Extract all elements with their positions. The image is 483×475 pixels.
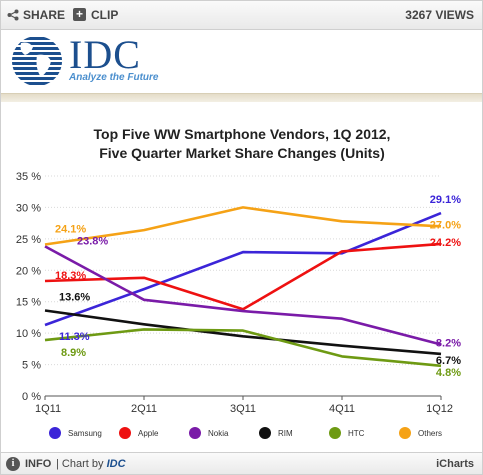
data-label-samsung-end: 29.1% <box>430 194 461 206</box>
footer-bar: i INFO | Chart by IDC iCharts <box>1 452 482 474</box>
legend-label-nokia[interactable]: Nokia <box>208 429 229 438</box>
x-axis: 1Q11 2Q11 3Q11 4Q11 1Q12 <box>35 395 453 415</box>
data-label-apple-end: 24.2% <box>430 237 461 249</box>
data-label-samsung-start: 11.3% <box>59 331 90 343</box>
chart-title: Top Five WW Smartphone Vendors, 1Q 2012, <box>94 126 391 142</box>
legend-label-apple[interactable]: Apple <box>138 429 159 438</box>
legend: Samsung Apple Nokia RIM HTC Others <box>49 427 442 439</box>
x-tick-label: 2Q11 <box>131 403 157 415</box>
clip-button[interactable]: CLIP <box>91 8 119 22</box>
idc-logo: IDC Analyze the Future <box>1 30 482 93</box>
data-label-others-end: 27.0% <box>430 219 461 231</box>
y-tick-label: 20 % <box>16 265 41 277</box>
series-line-others[interactable] <box>44 206 442 246</box>
logo-tagline: Analyze the Future <box>69 72 159 83</box>
share-icon[interactable] <box>7 9 19 21</box>
y-tick-label: 15 % <box>16 297 41 309</box>
data-label-htc-start: 8.9% <box>61 347 86 359</box>
data-label-nokia-start: 23.8% <box>77 235 108 247</box>
data-labels: 11.3% 29.1% 18.3% 24.2% 23.8% 8.2% 13.6% 6.7% 8.… <box>55 194 461 379</box>
view-count: 3267 VIEWS <box>405 8 474 22</box>
series-line-htc[interactable] <box>44 328 442 368</box>
legend-marker-others[interactable] <box>399 427 411 439</box>
legend-label-others[interactable]: Others <box>418 429 442 438</box>
data-label-apple-start: 18.3% <box>55 270 86 282</box>
legend-label-samsung[interactable]: Samsung <box>68 429 102 438</box>
legend-marker-apple[interactable] <box>119 427 131 439</box>
legend-marker-rim[interactable] <box>259 427 271 439</box>
share-button[interactable]: SHARE <box>23 8 66 22</box>
y-tick-label: 0 % <box>22 391 41 403</box>
series-line-rim[interactable] <box>44 309 442 356</box>
legend-marker-samsung[interactable] <box>49 427 61 439</box>
legend-marker-htc[interactable] <box>329 427 341 439</box>
x-tick-label: 1Q11 <box>35 403 61 415</box>
chart-credit: | Chart by IDC <box>56 453 126 474</box>
y-tick-label: 5 % <box>22 360 41 372</box>
series-line-apple[interactable] <box>44 242 442 311</box>
data-label-others-start: 24.1% <box>55 224 86 236</box>
icharts-link[interactable]: iCharts <box>436 458 474 470</box>
y-tick-label: 10 % <box>16 328 41 340</box>
chart-subtitle: Five Quarter Market Share Changes (Units… <box>99 145 385 161</box>
x-tick-label: 1Q12 <box>426 403 453 415</box>
data-label-htc-end: 4.8% <box>436 367 461 379</box>
legend-marker-nokia[interactable] <box>189 427 201 439</box>
legend-label-htc[interactable]: HTC <box>348 429 365 438</box>
logo-divider <box>1 93 482 102</box>
y-tick-label: 25 % <box>16 234 41 246</box>
line-chart: Top Five WW Smartphone Vendors, 1Q 2012,… <box>16 126 461 439</box>
grid-lines <box>45 175 441 397</box>
info-button[interactable]: INFO <box>25 458 52 470</box>
x-tick-label: 3Q11 <box>230 403 256 415</box>
data-label-rim-end: 6.7% <box>436 355 461 367</box>
y-tick-label: 30 % <box>16 202 41 214</box>
globe-icon <box>12 37 62 85</box>
series-line-samsung[interactable] <box>44 211 442 327</box>
chart-credit-prefix: | Chart by <box>56 458 104 470</box>
series-lines <box>44 206 442 368</box>
chart-credit-brand[interactable]: IDC <box>106 458 126 470</box>
legend-label-rim[interactable]: RIM <box>278 429 293 438</box>
y-axis: 0 % 5 % 10 % 15 % 20 % 25 % 30 % 35 % <box>16 171 41 403</box>
series-line-nokia[interactable] <box>44 245 442 346</box>
logo-wordmark: IDC <box>69 32 141 77</box>
data-label-rim-start: 13.6% <box>59 292 90 304</box>
info-icon[interactable]: i <box>6 457 20 471</box>
plus-icon[interactable]: + <box>73 8 86 21</box>
x-tick-label: 4Q11 <box>329 403 355 415</box>
toolbar: SHARE + CLIP 3267 VIEWS <box>1 1 482 30</box>
data-label-nokia-end: 8.2% <box>436 337 461 349</box>
y-tick-label: 35 % <box>16 171 41 183</box>
